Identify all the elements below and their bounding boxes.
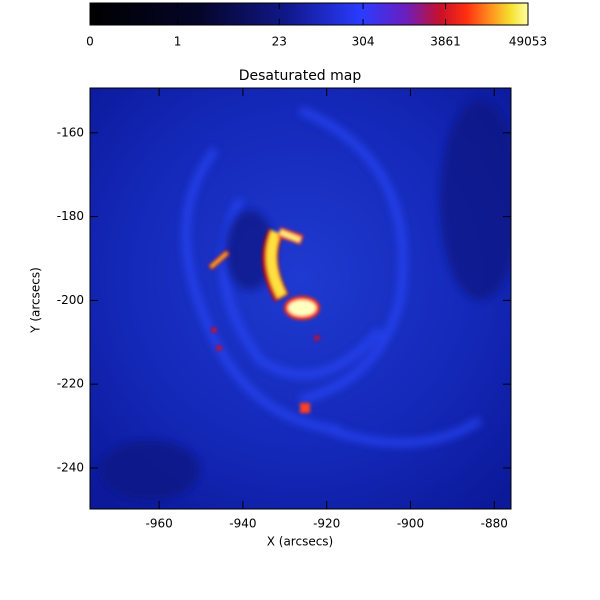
colorbar-tick-label: 304 — [352, 35, 375, 49]
y-tick-label: -240 — [57, 460, 84, 474]
chart-title: Desaturated map — [239, 68, 362, 84]
colorbar-tick-label: 1 — [174, 35, 182, 49]
y-tick-label: -220 — [57, 377, 84, 391]
colorbar-tick-label: 23 — [272, 35, 287, 49]
colorbar — [89, 2, 529, 26]
x-tick-label: -900 — [397, 517, 424, 531]
y-tick-label: -200 — [57, 293, 84, 307]
x-axis-label: X (arcsecs) — [267, 535, 334, 549]
x-tick-label: -940 — [229, 517, 256, 531]
colorbar-tick-label: 0 — [86, 35, 94, 49]
y-tick-label: -180 — [57, 209, 84, 223]
colorbar-tick-label: 49053 — [509, 35, 547, 49]
plot-frame — [89, 87, 512, 510]
y-tick-label: -160 — [57, 125, 84, 139]
x-tick-label: -920 — [313, 517, 340, 531]
image — [90, 88, 511, 509]
y-axis-label: Y (arcsecs) — [29, 267, 43, 334]
colorbar-tick-label: 3861 — [430, 35, 461, 49]
x-tick-label: -960 — [146, 517, 173, 531]
x-tick-label: -880 — [481, 517, 508, 531]
